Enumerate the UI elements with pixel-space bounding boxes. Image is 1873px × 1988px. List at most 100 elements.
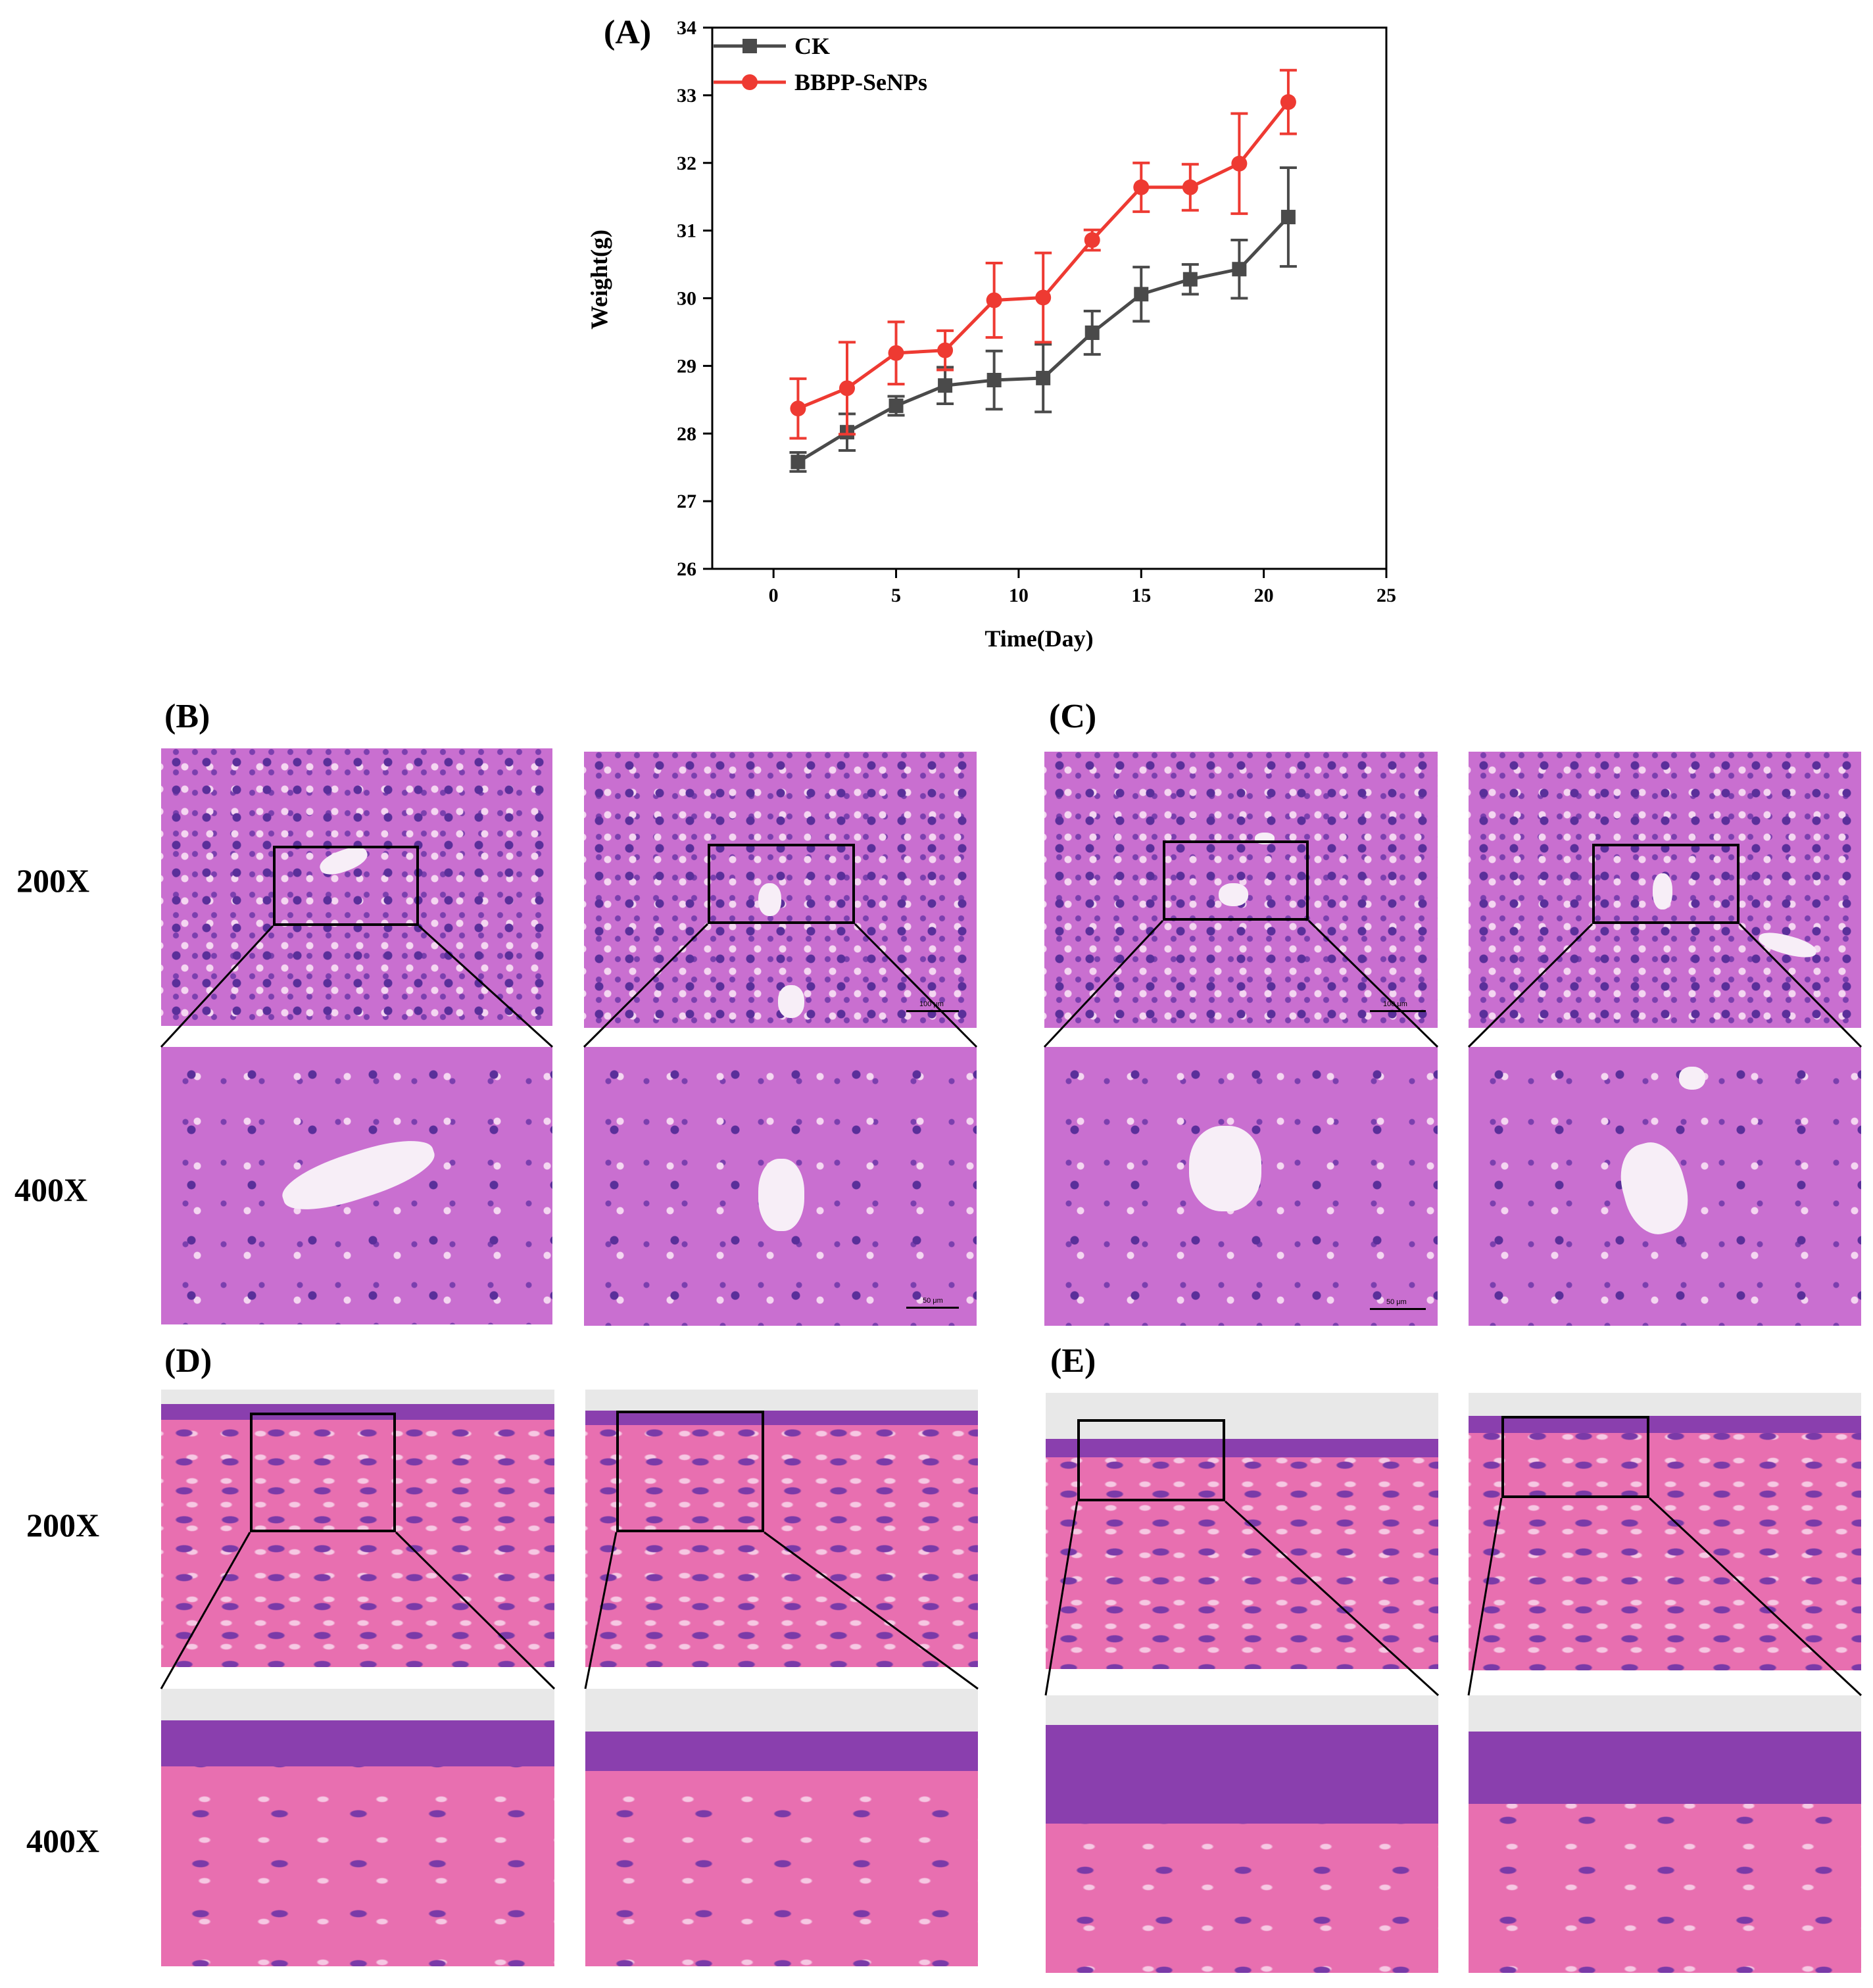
roi-box: [616, 1411, 764, 1532]
epidermis-layer: [585, 1411, 978, 1425]
roi-box: [708, 844, 855, 924]
data-point: [938, 378, 953, 393]
data-point: [791, 454, 806, 470]
mag-label-d-200x: 200X: [26, 1507, 100, 1543]
micrograph-b-ck-400x: [161, 1047, 552, 1324]
legend-marker: [742, 39, 757, 53]
vessel-lumen: [778, 985, 804, 1018]
connector-line: [854, 923, 978, 1048]
connector-line: [1224, 1500, 1440, 1697]
data-point: [1084, 232, 1100, 249]
mag-label-b-200x: 200X: [16, 862, 90, 899]
background-slide: [1469, 1695, 1861, 1732]
roi-box: [1163, 840, 1309, 921]
y-tick-label: 29: [677, 355, 696, 377]
connector-line: [764, 1531, 979, 1690]
epidermis-layer: [1469, 1732, 1861, 1804]
micrograph-c-ck-400x: 50 μm: [1044, 1047, 1438, 1326]
data-point: [1280, 94, 1296, 110]
legend-marker: [742, 74, 758, 90]
scale-bar: [906, 1307, 959, 1309]
micrograph-c-treated-400x: [1469, 1047, 1861, 1326]
roi-box: [1077, 1419, 1225, 1501]
epidermis-layer: [161, 1404, 554, 1420]
micrograph-d-ck-200x: [161, 1390, 554, 1667]
connector-line: [1307, 919, 1439, 1048]
x-tick-label: 5: [891, 585, 901, 606]
legend-label: CK: [794, 33, 830, 59]
epidermis-layer: [161, 1720, 554, 1766]
data-point: [1134, 287, 1149, 302]
data-point: [1036, 370, 1051, 385]
background-slide: [585, 1689, 978, 1732]
background-slide: [1046, 1695, 1438, 1725]
micrograph-e-treated-200x: [1469, 1393, 1861, 1670]
data-point: [1035, 289, 1052, 306]
panel-label-c: (C): [1049, 698, 1097, 735]
data-point: [986, 372, 1002, 387]
y-tick-label: 34: [677, 17, 696, 39]
background-slide: [1046, 1393, 1438, 1439]
central-vein: [758, 1159, 804, 1231]
roi-box: [1592, 844, 1739, 924]
scale-bar-label: 50 μm: [1386, 1298, 1407, 1306]
y-tick-label: 27: [677, 491, 696, 512]
epidermis-layer: [585, 1732, 978, 1771]
mag-label-b-400x: 400X: [14, 1171, 88, 1208]
data-point: [790, 400, 806, 417]
y-tick-label: 33: [677, 85, 696, 107]
panel-label-e: (E): [1050, 1342, 1096, 1380]
x-tick-label: 25: [1376, 585, 1396, 606]
data-point: [1084, 325, 1100, 340]
data-point: [986, 292, 1002, 308]
mag-label-d-400x: 400X: [26, 1822, 100, 1859]
scale-bar: [1370, 1010, 1426, 1012]
scale-bar: [1370, 1308, 1426, 1310]
scale-bar-label: 50 μm: [923, 1297, 943, 1305]
connector-line: [160, 1532, 251, 1689]
micrograph-e-ck-200x: [1046, 1393, 1438, 1669]
epidermis-layer: [1046, 1439, 1438, 1457]
connector-line: [1738, 923, 1862, 1048]
epidermis-layer: [1469, 1416, 1861, 1433]
central-vein: [1189, 1126, 1261, 1211]
connector-line: [160, 925, 274, 1048]
data-point: [1133, 179, 1150, 195]
data-point: [839, 380, 855, 397]
data-point: [1231, 155, 1248, 172]
data-point: [1182, 272, 1198, 287]
micrograph-b-ck-200x: [161, 748, 552, 1026]
y-tick-label: 28: [677, 423, 696, 445]
background-slide: [161, 1689, 554, 1720]
central-vein: [758, 883, 781, 916]
roi-box: [250, 1413, 396, 1532]
background-slide: [161, 1390, 554, 1404]
roi-box: [1501, 1416, 1649, 1498]
data-point: [1280, 210, 1296, 225]
weight-line-chart: 0 5 10 15 20 25 26 27 28 29 30 31 32 33 34 CK BBPP-SeNP…: [677, 17, 1396, 606]
data-point: [937, 342, 954, 358]
data-point: [1232, 262, 1247, 277]
x-tick-label: 15: [1131, 585, 1151, 606]
connector-line: [1467, 923, 1593, 1048]
epidermis-layer: [1046, 1725, 1438, 1824]
panel-label-d: (D): [164, 1342, 212, 1380]
micrograph-e-ck-400x: [1046, 1695, 1438, 1973]
panel-label-a: (A): [604, 14, 652, 51]
connector-line: [1043, 919, 1164, 1048]
central-vein: [1653, 873, 1672, 909]
y-tick-label: 30: [677, 288, 696, 310]
scale-bar: [906, 1010, 959, 1012]
connector-line: [1648, 1497, 1862, 1697]
y-tick-label: 26: [677, 558, 696, 580]
y-tick-label: 31: [677, 220, 696, 242]
y-tick-label: 32: [677, 153, 696, 174]
connector-line: [418, 925, 554, 1048]
panel-label-b: (B): [164, 698, 210, 735]
background-slide: [585, 1390, 978, 1411]
x-axis-title: Time(Day): [908, 625, 1171, 652]
vessel-lumen: [1679, 1067, 1705, 1090]
connector-line: [583, 923, 709, 1048]
